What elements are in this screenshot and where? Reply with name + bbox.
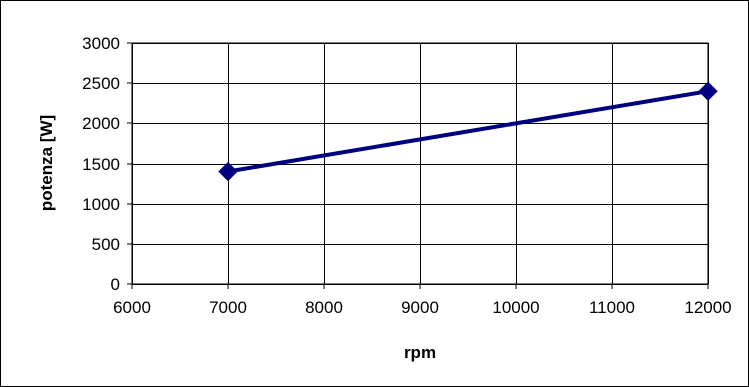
y-tick-label: 500: [92, 235, 120, 254]
data-point-marker: [698, 81, 718, 101]
y-tick-label: 2500: [82, 74, 120, 93]
data-point-marker: [218, 161, 238, 182]
y-tick-label: 0: [111, 275, 120, 294]
series-line: [227, 89, 709, 174]
x-tick-label: 9000: [401, 298, 439, 317]
x-tick-label: 7000: [209, 298, 247, 317]
x-tick-label: 6000: [113, 298, 151, 317]
y-tick-label: 2000: [82, 114, 120, 133]
y-tick-label: 1500: [82, 155, 120, 174]
y-tick-label: 3000: [82, 34, 120, 53]
x-tick-label: 8000: [305, 298, 343, 317]
tick-labels: 6000 7000 8000 9000 10000 11000 12000 0 500 1000 1…: [82, 34, 731, 317]
x-tick-label: 10000: [492, 298, 539, 317]
y-axis-title: potenza [W]: [37, 115, 56, 211]
x-tick-label: 12000: [684, 298, 731, 317]
series-layer: [218, 81, 718, 182]
y-tick-label: 1000: [82, 195, 120, 214]
x-tick-label: 11000: [589, 298, 635, 317]
x-axis-title: rpm: [404, 343, 436, 362]
